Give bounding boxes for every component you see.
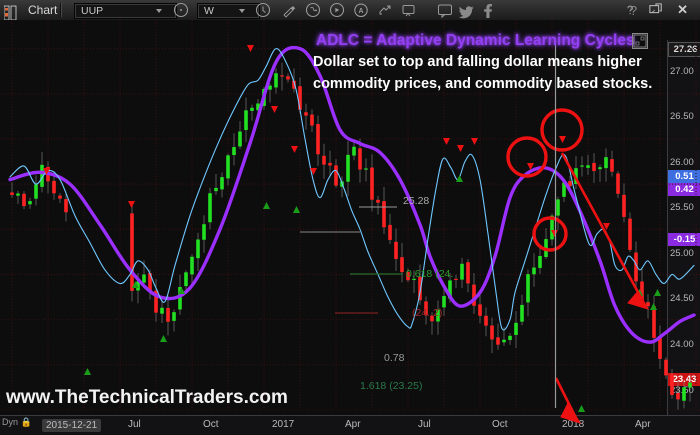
svg-text:A: A (358, 8, 363, 15)
